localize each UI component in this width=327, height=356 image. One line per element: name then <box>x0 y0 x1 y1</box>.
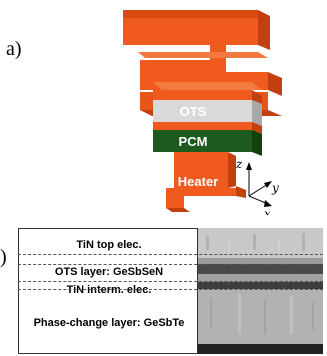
axis-z-label: z <box>235 157 243 171</box>
panel-label-b: ) <box>0 246 7 268</box>
heater: Heater <box>166 152 246 212</box>
ots-label: OTS <box>180 104 207 119</box>
ots-layer: OTS <box>153 100 262 126</box>
tem-divider-4 <box>18 289 323 290</box>
tem-row-ots-layer: OTS layer: GeSbSeN <box>54 266 164 278</box>
tem-row-phase-change-layer: Phase-change layer: GeSbTe <box>33 317 185 329</box>
tem-micrograph <box>198 228 323 354</box>
panel-label-a: a) <box>6 38 22 60</box>
coordinate-axes: z y x <box>235 157 279 215</box>
tem-divider-2 <box>18 264 323 265</box>
heater-label: Heater <box>178 174 218 189</box>
axis-y-label: y <box>271 181 279 195</box>
tem-divider-1 <box>18 254 323 255</box>
device-stack-diagram: OTS PCM Heater z y x <box>123 10 282 215</box>
tem-row-intermediate-electrode: TiN interm. elec. <box>66 284 152 296</box>
pcm-label: PCM <box>179 134 208 149</box>
tem-row-top-electrode: TiN top elec. <box>76 239 142 251</box>
tem-label-panel: TiN top elec. OTS layer: GeSbSeN TiN int… <box>18 228 198 354</box>
axis-x-label: x <box>264 207 271 215</box>
pcm-layer: PCM <box>153 130 262 156</box>
tem-divider-3 <box>18 281 323 282</box>
middle-electrode <box>153 82 262 104</box>
